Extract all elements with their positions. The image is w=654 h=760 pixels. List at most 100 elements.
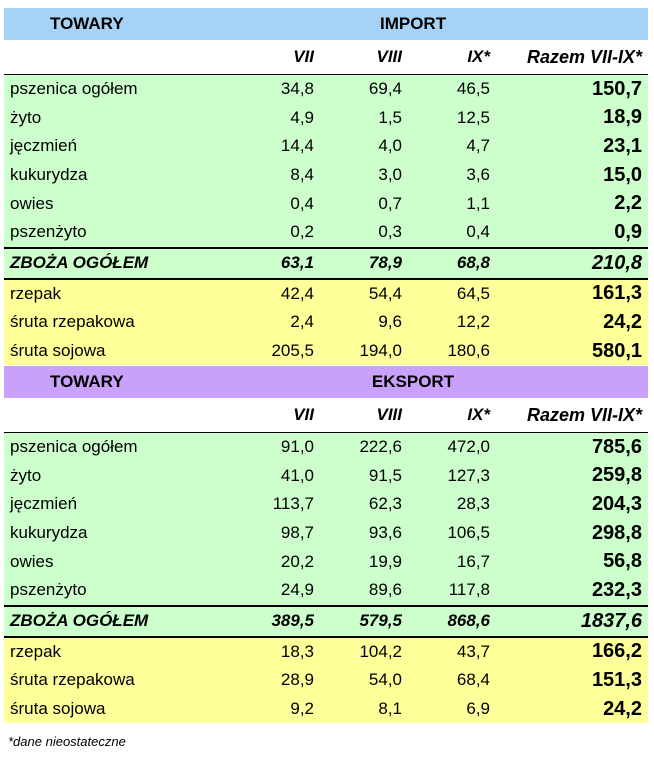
- value-viii: 0,7: [320, 189, 408, 218]
- towary-label: TOWARY: [4, 8, 232, 40]
- export-other-rows: rzepak 18,3 104,2 43,7 166,2 śruta rzepakowa 2…: [4, 636, 648, 724]
- value-viii: 89,6: [320, 575, 408, 606]
- value-viii: 222,6: [320, 432, 408, 462]
- value-viii: 579,5: [320, 604, 408, 638]
- value-vii: 34,8: [232, 74, 320, 104]
- value-vii: 41,0: [232, 461, 320, 491]
- import-table: TOWARY IMPORT VII VIII IX* Razem VII-IX*…: [4, 8, 649, 366]
- product-name: ZBOŻA OGÓŁEM: [4, 246, 232, 280]
- export-sum-row: ZBOŻA OGÓŁEM 389,5 579,5 868,6 1837,6: [4, 604, 648, 638]
- table-row: pszenżyto 0,2 0,3 0,4 0,9: [4, 217, 649, 248]
- value-vii: 113,7: [232, 490, 320, 519]
- value-ix: 28,3: [408, 490, 496, 519]
- value-vii: 42,4: [232, 278, 320, 309]
- value-vii: 389,5: [232, 604, 320, 638]
- value-vii: 4,9: [232, 103, 320, 133]
- table-row: jęczmień 14,4 4,0 4,7 23,1: [4, 132, 649, 161]
- value-vii: 20,2: [232, 547, 320, 576]
- value-viii: 54,0: [320, 666, 408, 695]
- value-vii: 18,3: [232, 636, 320, 667]
- col-ix: IX*: [408, 40, 496, 75]
- value-razem: 23,1: [496, 132, 649, 161]
- value-ix: 106,5: [408, 518, 496, 548]
- value-razem: 15,0: [496, 160, 649, 190]
- value-ix: 64,5: [408, 278, 496, 309]
- product-name: owies: [4, 547, 232, 576]
- value-razem: 24,2: [496, 308, 649, 337]
- product-name: jęczmień: [4, 490, 232, 519]
- export-title: EKSPORT: [232, 366, 648, 398]
- table-row: żyto 41,0 91,5 127,3 259,8: [4, 461, 648, 491]
- value-ix: 68,4: [408, 666, 496, 695]
- table-row: owies 0,4 0,7 1,1 2,2: [4, 189, 649, 218]
- value-ix: 4,7: [408, 132, 496, 161]
- product-name: pszenżyto: [4, 217, 232, 248]
- product-name: pszenica ogółem: [4, 74, 232, 104]
- value-vii: 2,4: [232, 308, 320, 337]
- product-name: pszenica ogółem: [4, 432, 232, 462]
- table-row: pszenżyto 24,9 89,6 117,8 232,3: [4, 575, 648, 606]
- import-header-row: TOWARY IMPORT: [4, 8, 649, 40]
- col-ix: IX*: [408, 398, 496, 433]
- product-name: ZBOŻA OGÓŁEM: [4, 604, 232, 638]
- value-viii: 8,1: [320, 694, 408, 724]
- value-viii: 194,0: [320, 336, 408, 366]
- value-vii: 98,7: [232, 518, 320, 548]
- value-viii: 78,9: [320, 246, 408, 280]
- value-razem: 18,9: [496, 103, 649, 133]
- value-vii: 91,0: [232, 432, 320, 462]
- value-razem: 56,8: [496, 547, 648, 576]
- value-viii: 104,2: [320, 636, 408, 667]
- value-razem: 166,2: [496, 636, 648, 667]
- table-row: pszenica ogółem 91,0 222,6 472,0 785,6: [4, 432, 648, 462]
- product-name: śruta rzepakowa: [4, 666, 232, 695]
- value-ix: 472,0: [408, 432, 496, 462]
- value-vii: 24,9: [232, 575, 320, 606]
- col-viii: VIII: [320, 40, 408, 75]
- product-name: śruta rzepakowa: [4, 308, 232, 337]
- table-row: rzepak 18,3 104,2 43,7 166,2: [4, 636, 648, 667]
- value-razem: 161,3: [496, 278, 649, 309]
- value-ix: 6,9: [408, 694, 496, 724]
- import-other-rows: rzepak 42,4 54,4 64,5 161,3 śruta rzepakowa 2,…: [4, 278, 649, 366]
- value-razem: 204,3: [496, 490, 648, 519]
- value-ix: 117,8: [408, 575, 496, 606]
- table-row: śruta rzepakowa 28,9 54,0 68,4 151,3: [4, 666, 648, 695]
- value-ix: 68,8: [408, 246, 496, 280]
- value-ix: 46,5: [408, 74, 496, 104]
- col-viii: VIII: [320, 398, 408, 433]
- value-viii: 3,0: [320, 160, 408, 190]
- table-row: kukurydza 98,7 93,6 106,5 298,8: [4, 518, 648, 548]
- value-ix: 0,4: [408, 217, 496, 248]
- value-ix: 3,6: [408, 160, 496, 190]
- value-viii: 19,9: [320, 547, 408, 576]
- product-name: rzepak: [4, 278, 232, 309]
- value-razem: 785,6: [496, 432, 648, 462]
- export-column-header-row: VII VIII IX* Razem VII-IX*: [4, 398, 648, 433]
- table-row: żyto 4,9 1,5 12,5 18,9: [4, 103, 649, 133]
- product-name: żyto: [4, 103, 232, 133]
- value-viii: 9,6: [320, 308, 408, 337]
- value-vii: 28,9: [232, 666, 320, 695]
- value-ix: 180,6: [408, 336, 496, 366]
- value-vii: 8,4: [232, 160, 320, 190]
- col-razem: Razem VII-IX*: [496, 40, 649, 75]
- value-ix: 127,3: [408, 461, 496, 491]
- total-row: ZBOŻA OGÓŁEM 63,1 78,9 68,8 210,8: [4, 246, 649, 280]
- value-ix: 868,6: [408, 604, 496, 638]
- value-viii: 54,4: [320, 278, 408, 309]
- value-viii: 4,0: [320, 132, 408, 161]
- value-vii: 0,2: [232, 217, 320, 248]
- table-row: owies 20,2 19,9 16,7 56,8: [4, 547, 648, 576]
- product-name: śruta sojowa: [4, 336, 232, 366]
- value-vii: 63,1: [232, 246, 320, 280]
- value-ix: 43,7: [408, 636, 496, 667]
- export-cereal-rows: pszenica ogółem 91,0 222,6 472,0 785,6 żyto 41…: [4, 432, 648, 606]
- value-viii: 0,3: [320, 217, 408, 248]
- value-vii: 14,4: [232, 132, 320, 161]
- value-viii: 91,5: [320, 461, 408, 491]
- value-razem: 210,8: [496, 246, 649, 280]
- import-title: IMPORT: [232, 8, 649, 40]
- value-ix: 16,7: [408, 547, 496, 576]
- value-vii: 9,2: [232, 694, 320, 724]
